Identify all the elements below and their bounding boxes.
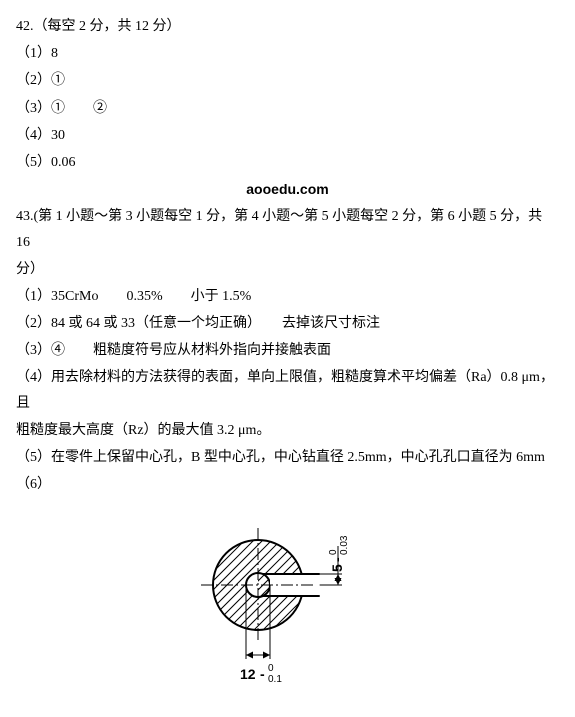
svg-text:0: 0	[328, 549, 339, 555]
q43-item: （2）84 或 64 或 33（任意一个均正确） 去掉该尺寸标注	[16, 311, 559, 336]
q42-item: （4）30	[16, 123, 559, 148]
q43-item: （4）用去除材料的方法获得的表面，单向上限值，粗糙度算术平均偏差（Ra）0.8 …	[16, 365, 559, 415]
q43-header-cont: 分）	[16, 257, 559, 282]
q43-item: （3）④ 粗糙度符号应从材料外指向并接触表面	[16, 338, 559, 363]
svg-text:-: -	[329, 557, 345, 562]
q43-item: （1）35CrMo 0.35% 小于 1.5%	[16, 284, 559, 309]
svg-text:12: 12	[240, 666, 256, 682]
diagram-container: 12-00.15-00.03	[16, 505, 559, 704]
q42-item: （2）①	[16, 68, 559, 93]
q43-item: 粗糙度最大高度（Rz）的最大值 3.2 μm。	[16, 418, 559, 443]
svg-text:0.1: 0.1	[268, 674, 282, 685]
svg-text:-: -	[260, 666, 265, 682]
svg-text:0.03: 0.03	[339, 535, 350, 555]
q43-header: 43.(第 1 小题～第 3 小题每空 1 分，第 4 小题～第 5 小题每空 …	[16, 204, 559, 254]
q43-item: （6）	[16, 472, 559, 497]
q42-item: （1）8	[16, 41, 559, 66]
watermark-text: aooedu.com	[16, 177, 559, 202]
q43-item: （5）在零件上保留中心孔，B 型中心孔，中心钻直径 2.5mm，中心孔孔口直径为…	[16, 445, 559, 470]
q42-item: （3）① ②	[16, 96, 559, 121]
svg-text:0: 0	[268, 663, 274, 674]
svg-text:5: 5	[329, 564, 345, 572]
q42-item: （5）0.06	[16, 150, 559, 175]
engineering-diagram: 12-00.15-00.03	[178, 505, 398, 695]
q42-header: 42.（每空 2 分，共 12 分）	[16, 14, 559, 39]
